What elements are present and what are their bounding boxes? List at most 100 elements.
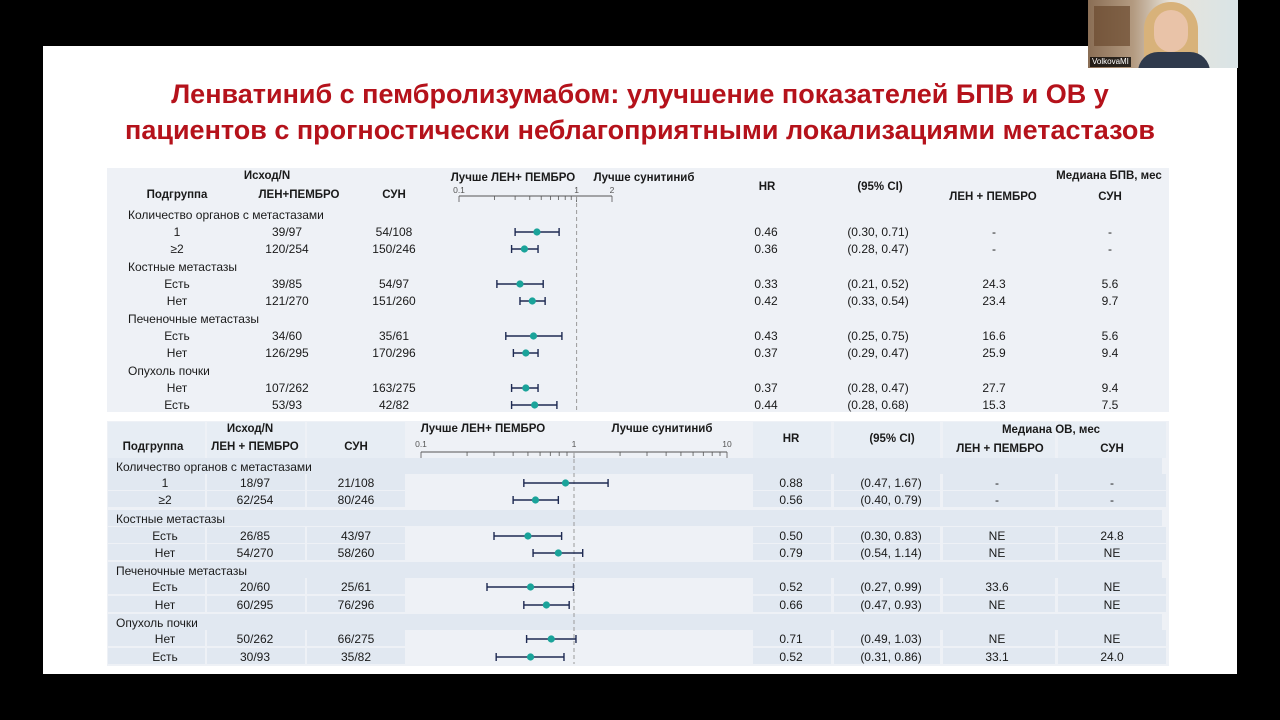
pfs-row-median-sun: 9.4 (1101, 381, 1119, 395)
os-row-median-sun: - (1110, 493, 1114, 507)
pfs-row-hr: 0.37 (754, 346, 778, 360)
os-table-cell (207, 474, 305, 490)
pfs-row-hr: 0.36 (754, 242, 778, 256)
os-row-sun-events: 21/108 (337, 476, 375, 490)
os-table-cell (207, 630, 305, 646)
os-table-cell (834, 544, 940, 560)
pfs-row-sun-events: 54/108 (375, 225, 413, 239)
pfs-row-sun-events: 163/275 (372, 381, 416, 395)
pfs-row-median-len: 23.4 (982, 294, 1006, 308)
pfs-row-ci: (0.28, 0.47) (847, 242, 909, 256)
os-table-cell (834, 578, 940, 594)
os-row-ci: (0.47, 0.93) (860, 598, 922, 612)
os-group-header-cell (108, 562, 1162, 578)
pfs-row-median-len: - (992, 242, 996, 256)
pfs-row-median-len: 27.7 (982, 381, 1006, 395)
os-table-cell (108, 527, 205, 543)
pfs-row-len-events: 121/270 (265, 294, 309, 308)
os-table-cell (108, 474, 205, 490)
os-row-label: Есть (152, 580, 178, 594)
pfs-group-name: Печеночные метастазы (128, 312, 259, 326)
os-table-cell (108, 578, 205, 594)
os-row-ci: (0.30, 0.83) (860, 529, 922, 543)
os-header-median: Медиана ОВ, мес (1001, 424, 1101, 436)
os-row-sun-events: 58/260 (337, 546, 375, 560)
pfs-row-median-len: 15.3 (982, 398, 1006, 412)
os-table-cell (834, 648, 940, 664)
os-hr-point (526, 583, 535, 591)
pfs-row-sun-events: 54/97 (378, 277, 410, 291)
os-table-cell (753, 596, 831, 612)
os-table-cell (1058, 527, 1166, 543)
pfs-row-label: Нет (166, 346, 188, 360)
os-row-len-events: 30/93 (239, 650, 271, 664)
pfs-row-median-sun: - (1108, 242, 1112, 256)
os-hr-point (531, 496, 540, 504)
os-header-hr: HR (782, 433, 800, 445)
os-row-hr: 0.50 (779, 529, 803, 543)
os-forest-plot (420, 451, 728, 664)
pfs-row-len-events: 53/93 (271, 398, 303, 412)
pfs-header-ci: (95% CI) (857, 181, 903, 193)
pfs-row-hr: 0.33 (754, 277, 778, 291)
os-row-ci: (0.49, 1.03) (860, 632, 922, 646)
os-header-cell (307, 422, 405, 458)
pfs-row-ci: (0.29, 0.47) (847, 346, 909, 360)
os-row-hr: 0.52 (779, 650, 803, 664)
os-row-median-sun: NE (1103, 546, 1121, 560)
os-row-ci: (0.31, 0.86) (860, 650, 922, 664)
pfs-header-favors-left: Лучше ЛЕН+ ПЕМБРО (450, 172, 576, 184)
pfs-forest-plot-table: Исход/N Подгруппа ЛЕН+ПЕМБРО СУН Лучше ЛЕН+ … (107, 168, 1169, 412)
os-header-favors-right: Лучше сунитиниб (611, 423, 713, 435)
os-table-cell (753, 578, 831, 594)
pfs-header-median-sun: СУН (1098, 191, 1122, 203)
pfs-row-label: Есть (164, 398, 190, 412)
os-row-median-sun: 24.8 (1100, 529, 1124, 543)
pfs-row-median-sun: 5.6 (1101, 329, 1119, 343)
os-table-cell (1058, 474, 1166, 490)
os-row-median-sun: - (1110, 476, 1114, 490)
os-table-cell (753, 630, 831, 646)
pfs-header-outcome-n: Исход/N (243, 170, 291, 182)
pfs-row-median-len: - (992, 225, 996, 239)
slide-title-line-2: пациентов с прогностически неблагоприятн… (125, 115, 1155, 145)
webcam-thumbnail[interactable]: VolkovaMI (1088, 0, 1238, 68)
os-table-cell (307, 544, 405, 560)
os-table-cell (753, 544, 831, 560)
pfs-row-label: 1 (173, 225, 181, 239)
os-row-median-len: 33.6 (985, 580, 1009, 594)
pfs-row-len-events: 126/295 (265, 346, 309, 360)
pfs-row-label: Есть (164, 329, 190, 343)
os-table-cell (753, 648, 831, 664)
pfs-row-median-len: 16.6 (982, 329, 1006, 343)
os-header-cell (108, 422, 205, 458)
os-table-cell (1058, 544, 1166, 560)
os-row-median-len: 33.1 (985, 650, 1009, 664)
os-axis-tick-label: 0.1 (415, 439, 427, 449)
os-group-name: Опухоль почки (116, 616, 198, 630)
os-row-median-len: NE (988, 529, 1006, 543)
pfs-row-hr: 0.37 (754, 381, 778, 395)
os-table-cell (207, 596, 305, 612)
os-table-cell (207, 544, 305, 560)
os-forest-plot-table: Исход/N Подгруппа ЛЕН + ПЕМБРО СУН Лучше ЛЕН… (107, 421, 1169, 666)
os-header-subgroup: Подгруппа (122, 441, 184, 453)
pfs-row-hr: 0.44 (754, 398, 778, 412)
os-row-len-events: 60/295 (236, 598, 274, 612)
os-table-cell (307, 578, 405, 594)
os-row-label: Нет (154, 632, 176, 646)
os-row-label: Есть (152, 529, 178, 543)
pfs-header-arm-len: ЛЕН+ПЕМБРО (258, 189, 340, 201)
pfs-axis-tick-label: 1 (574, 185, 579, 195)
pfs-row-ci: (0.33, 0.54) (847, 294, 909, 308)
os-row-median-len: NE (988, 546, 1006, 560)
os-table-cell (753, 527, 831, 543)
os-row-sun-events: 76/296 (337, 598, 375, 612)
os-header-cell (207, 422, 305, 458)
os-table-cell (307, 527, 405, 543)
os-row-len-events: 26/85 (239, 529, 271, 543)
os-table-cell (943, 474, 1055, 490)
pfs-header-median: Медиана БПВ, мес (1056, 170, 1162, 182)
pfs-row-median-sun: 7.5 (1101, 398, 1119, 412)
os-table-cell (1058, 648, 1166, 664)
